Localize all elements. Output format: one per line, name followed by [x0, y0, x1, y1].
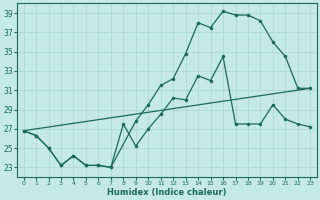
X-axis label: Humidex (Indice chaleur): Humidex (Indice chaleur): [107, 188, 227, 197]
